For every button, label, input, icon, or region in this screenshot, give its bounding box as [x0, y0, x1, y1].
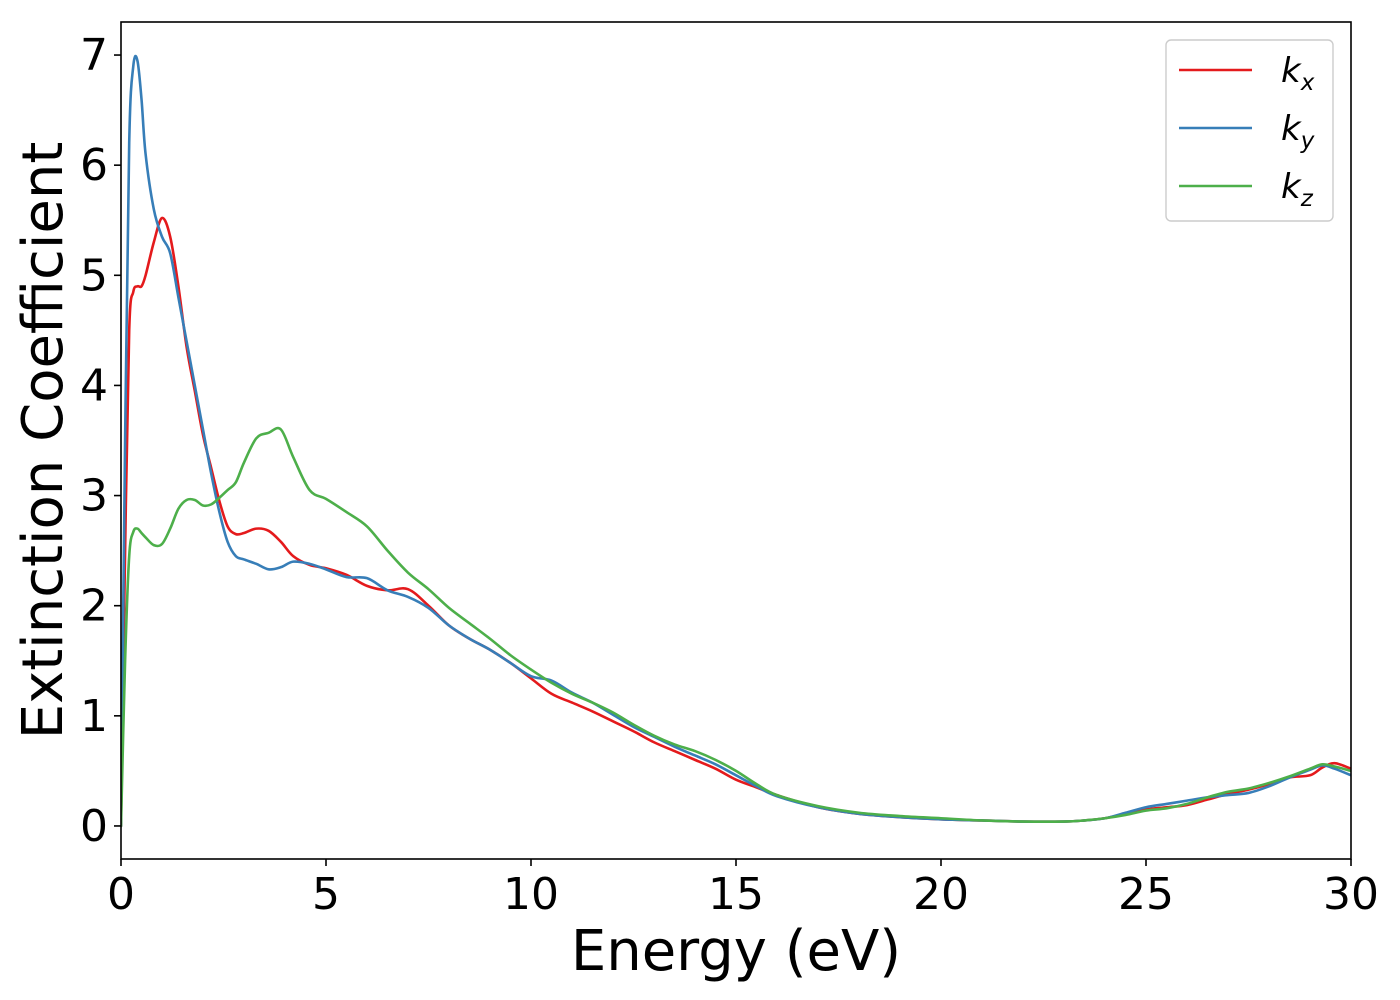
- legend-label-subscript: x: [1300, 70, 1315, 96]
- legend-label-x: kx: [1281, 51, 1315, 96]
- y-tick-label: 7: [80, 30, 108, 81]
- y-tick-label: 5: [80, 250, 108, 301]
- legend-label-base: k: [1281, 167, 1302, 207]
- y-tick-label: 0: [80, 801, 108, 852]
- legend-label-subscript: z: [1300, 186, 1314, 212]
- y-tick-label: 1: [80, 691, 108, 742]
- series-line-y: [121, 54, 1351, 828]
- legend-box: [1165, 39, 1334, 222]
- legend-label-z: kz: [1281, 167, 1314, 212]
- y-tick-label: 3: [80, 471, 108, 522]
- x-tick-label: 20: [913, 869, 969, 920]
- series-line-x: [121, 216, 1351, 828]
- series-layer: [121, 54, 1351, 828]
- x-tick-label: 5: [312, 869, 340, 920]
- x-tick-label: 25: [1118, 869, 1174, 920]
- legend-label-base: k: [1281, 51, 1302, 91]
- legend-label-subscript: y: [1300, 128, 1315, 154]
- x-tick-label: 15: [708, 869, 764, 920]
- y-axis-ticks: 0 1 2 3 4 5 6 7: [80, 30, 121, 852]
- legend-label-y: ky: [1281, 109, 1315, 154]
- series-line-z: [121, 426, 1351, 828]
- x-tick-label: 10: [503, 869, 559, 920]
- y-tick-label: 4: [80, 360, 108, 411]
- x-tick-label: 0: [107, 869, 135, 920]
- y-tick-label: 6: [80, 140, 108, 191]
- x-axis-title: Energy (eV): [571, 919, 901, 984]
- y-tick-label: 2: [80, 581, 108, 632]
- x-tick-label: 30: [1323, 869, 1379, 920]
- legend-label-base: k: [1281, 109, 1302, 149]
- x-axis-ticks: 0 5 10 15 20 25 30: [107, 859, 1379, 920]
- y-axis-title: Extinction Coefficient: [11, 142, 76, 740]
